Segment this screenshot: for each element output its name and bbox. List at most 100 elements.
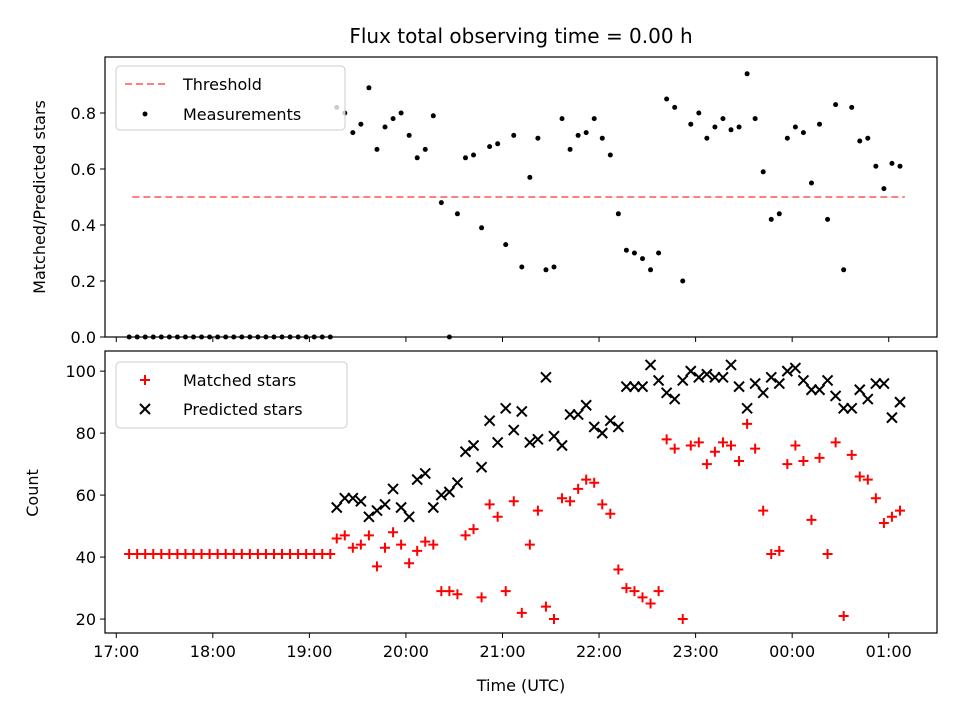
measurement-point: [680, 278, 686, 284]
matched-star-point: [339, 530, 350, 541]
predicted-star-point: [797, 374, 810, 387]
count-legend-box: [115, 361, 348, 429]
measurement-point: [239, 334, 245, 340]
measurement-point: [174, 334, 180, 340]
measurement-point: [720, 116, 726, 122]
predicted-star-point: [789, 362, 802, 374]
measurement-point: [382, 124, 388, 130]
measurement-point: [503, 242, 509, 248]
measurement-point: [800, 130, 806, 136]
matched-star-point: [629, 586, 640, 597]
predicted-legend-swatch: [139, 403, 151, 415]
count-y-ticks: 20 40 60 80 100: [65, 362, 105, 629]
measurement-point: [271, 334, 277, 340]
matched-star-point: [492, 511, 503, 522]
measurement-point: [736, 124, 742, 130]
measurement-point: [350, 130, 356, 136]
matched-star-point: [380, 542, 391, 553]
matched-star-point: [709, 446, 720, 457]
predicted-star-point: [604, 415, 617, 427]
measurement-point: [231, 334, 237, 340]
measurement-point: [543, 267, 549, 273]
measurement-point: [808, 180, 814, 186]
matched-star-point: [645, 598, 656, 609]
measurement-point: [591, 116, 597, 122]
matched-star-point: [750, 443, 761, 454]
measurement-point: [199, 334, 205, 340]
measurement-point: [551, 264, 557, 270]
measurement-point: [247, 334, 253, 340]
matched-star-point: [661, 434, 672, 445]
predicted-star-point: [500, 402, 512, 415]
measurement-point: [865, 135, 871, 141]
matched-star-point: [557, 493, 568, 504]
matched-star-point: [621, 583, 632, 594]
predicted-star-point: [660, 387, 673, 399]
ratio-plot-frame: [104, 56, 938, 338]
matched-star-point: [388, 527, 399, 538]
matched-star-point: [830, 437, 841, 448]
matched-star-point: [790, 440, 801, 451]
predicted-star-point: [677, 374, 689, 387]
x-tick-label: 00:00: [769, 642, 815, 661]
predicted-star-point: [773, 377, 785, 390]
measurement-point: [768, 216, 774, 222]
measurement-point: [833, 102, 839, 108]
measurement-point: [366, 85, 372, 91]
predicted-star-point: [636, 380, 649, 393]
x-tick-label: 22:00: [576, 642, 622, 661]
measurement-point: [414, 155, 420, 161]
ratio-y-tick-label: 0.4: [71, 216, 96, 235]
count-y-tick-label: 60: [76, 486, 96, 505]
predicted-star-point: [411, 473, 423, 486]
matched-star-point: [822, 548, 833, 559]
predicted-star-point: [379, 498, 391, 511]
measurement-point: [287, 334, 293, 340]
predicted-star-point: [331, 501, 343, 514]
measurement-point: [607, 152, 613, 158]
count-legend: Matched stars Predicted stars: [115, 361, 348, 429]
matched-star-point: [677, 614, 688, 625]
predicted-star-point: [532, 433, 544, 446]
matched-star-point: [838, 610, 849, 621]
predicted-star-point: [652, 374, 665, 387]
measurement-point: [487, 144, 493, 150]
predicted-star-point: [419, 467, 431, 480]
measurement-point: [615, 211, 621, 217]
measurement-point: [150, 334, 156, 340]
measurement-point: [446, 334, 452, 340]
measurement-point: [374, 146, 380, 152]
count-y-tick-label: 80: [76, 424, 96, 443]
x-tick-label: 01:00: [866, 642, 912, 661]
matched-star-point: [693, 437, 704, 448]
matched-star-point: [814, 452, 825, 463]
matched-star-point: [605, 508, 616, 519]
measurement-point: [223, 334, 229, 340]
matched-star-point: [573, 483, 584, 494]
predicted-star-point: [693, 371, 705, 384]
matched-star-point: [717, 437, 728, 448]
x-tick-label: 17:00: [93, 642, 139, 661]
count-plot-frame: [104, 350, 938, 634]
predicted-star-point: [451, 476, 464, 489]
matched-star-point: [540, 601, 551, 612]
predicted-star-point: [829, 390, 842, 402]
matched-star-point: [589, 477, 600, 488]
matched-star-point: [500, 586, 511, 597]
measurement-point: [207, 334, 213, 340]
matched-star-point: [669, 443, 680, 454]
matched-star-point: [597, 499, 608, 510]
measurement-point: [841, 267, 847, 273]
measurement-point: [535, 135, 541, 141]
predicted-star-point: [371, 504, 383, 517]
predicted-star-point: [813, 384, 826, 396]
ratio-y-tick-label: 0.2: [71, 272, 96, 291]
matched-star-point: [508, 496, 519, 507]
measurement-point: [438, 200, 444, 206]
predicted-star-point: [556, 439, 568, 452]
matched-star-point: [371, 561, 382, 572]
measurement-point: [889, 160, 895, 166]
matched-star-point: [854, 471, 865, 482]
measurement-point: [527, 174, 533, 180]
matched-stars-points: [124, 418, 905, 625]
